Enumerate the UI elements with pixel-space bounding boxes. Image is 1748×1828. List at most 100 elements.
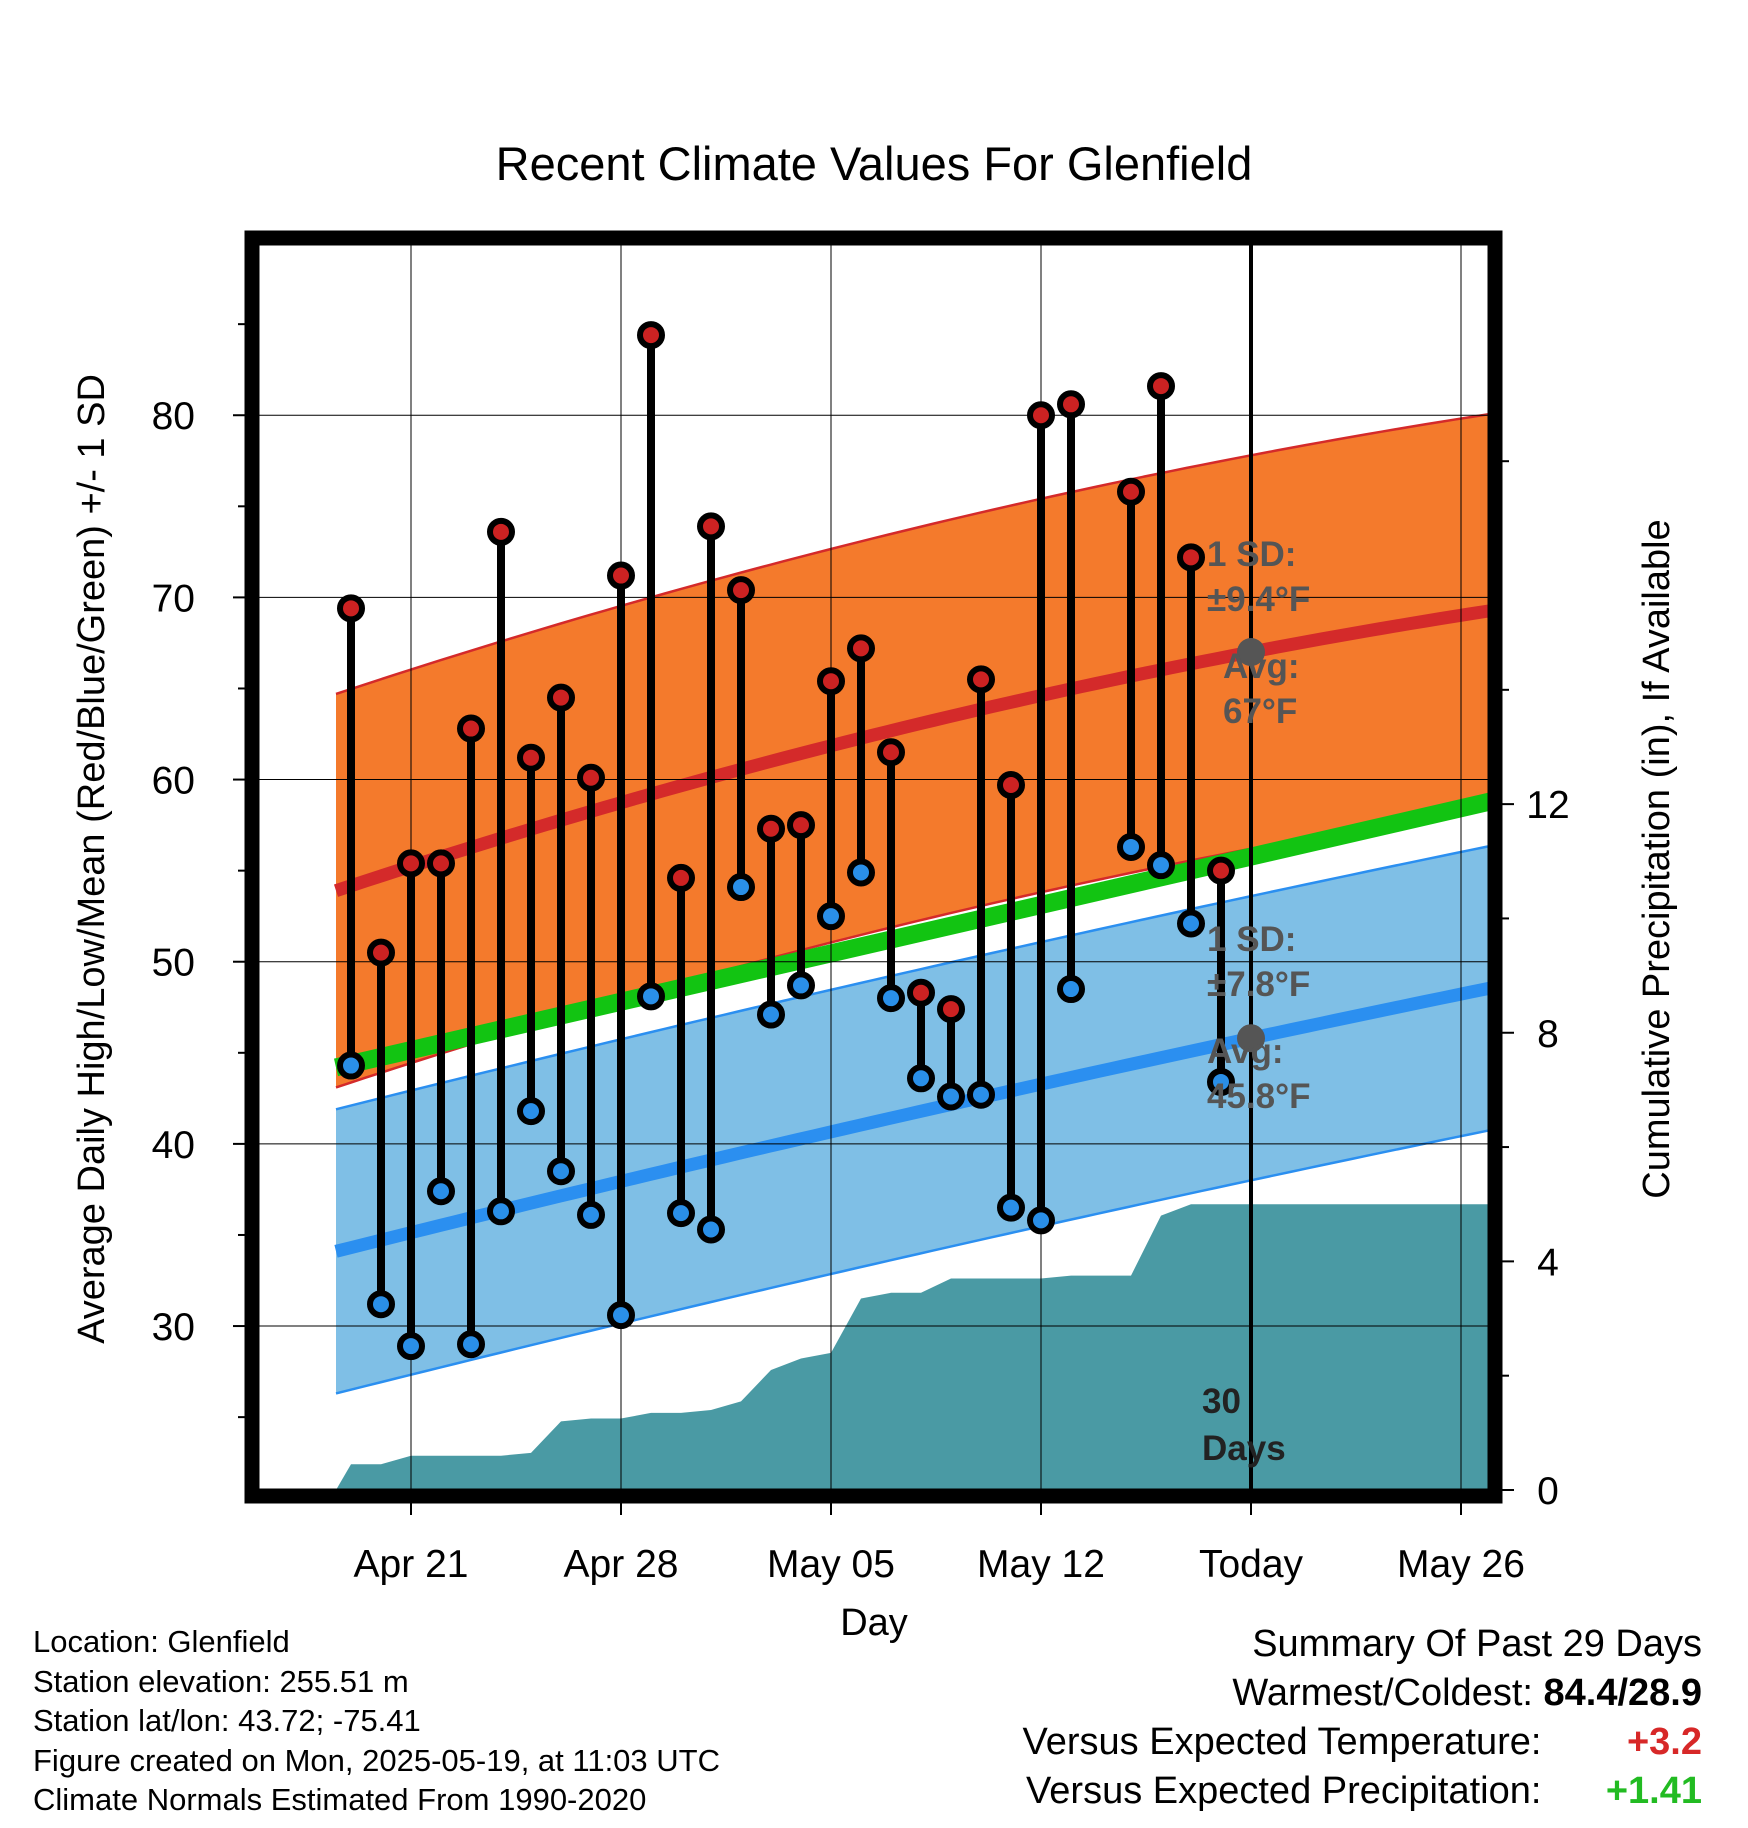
info-location: Location: Glenfield xyxy=(33,1624,290,1659)
daily-low-point xyxy=(517,1097,545,1126)
low-sd-value: ±7.8°F xyxy=(1207,965,1310,1004)
daily-low-point xyxy=(1147,851,1175,880)
normal-high-band-upper xyxy=(335,412,1489,696)
daily-low-point xyxy=(817,902,845,931)
daily-high-point xyxy=(907,978,935,1007)
daily-high-point xyxy=(337,594,365,623)
low-sd-label: 1 SD: xyxy=(1207,920,1296,959)
daily-low-point xyxy=(337,1051,365,1080)
today-high-normal-point xyxy=(1237,638,1265,667)
info-elevation: Station elevation: 255.51 m xyxy=(33,1663,409,1699)
daily-high-point xyxy=(937,995,965,1024)
daily-high-point xyxy=(967,665,995,694)
daily-high-point xyxy=(727,576,755,605)
info-normals: Climate Normals Estimated From 1990-2020 xyxy=(33,1782,647,1817)
daily-low-point xyxy=(1117,832,1145,861)
daily-low-point xyxy=(937,1082,965,1111)
warm-cold-label: Warmest/Coldest: xyxy=(1232,1672,1533,1714)
today-days-word: Days xyxy=(1202,1429,1286,1468)
daily-low-point xyxy=(547,1157,575,1186)
x-tick-label: May 26 xyxy=(1397,1543,1525,1586)
daily-high-point xyxy=(877,738,905,767)
y2-axis-label: Cumulative Precipitation (in), If Availa… xyxy=(1636,519,1678,1198)
chart-title: Recent Climate Values For Glenfield xyxy=(496,137,1253,190)
daily-high-point xyxy=(817,667,845,696)
daily-high-point xyxy=(997,771,1025,800)
normal-low-line xyxy=(334,981,1489,1258)
daily-low-point xyxy=(847,858,875,887)
high-sd-value: ±9.4°F xyxy=(1207,580,1310,619)
daily-high-point xyxy=(517,743,545,772)
daily-high-point xyxy=(1147,372,1175,401)
high-avg-label: Avg: xyxy=(1223,647,1299,686)
high-avg-value: 67°F xyxy=(1223,692,1297,731)
x-axis-label: Day xyxy=(840,1602,908,1644)
warm-cold-value: 84.4/28.9 xyxy=(1543,1672,1702,1714)
daily-low-point xyxy=(427,1177,455,1206)
daily-high-point xyxy=(397,849,425,878)
plot-frame xyxy=(244,230,1503,1504)
y-tick-label: 30 xyxy=(152,1306,195,1349)
y-tick-label: 70 xyxy=(152,577,195,620)
y-tick-label: 40 xyxy=(152,1124,195,1167)
x-tick-label: May 05 xyxy=(767,1543,895,1586)
daily-high-point xyxy=(847,634,875,663)
info-created: Figure created on Mon, 2025-05-19, at 11… xyxy=(33,1742,720,1778)
today-days-number: 30 xyxy=(1202,1382,1241,1421)
low-avg-label: Avg: xyxy=(1207,1032,1283,1071)
station-info: Location: Glenfield Station elevation: 2… xyxy=(33,1622,720,1820)
daily-low-point xyxy=(577,1200,605,1229)
plot-area: 1 SD: ±9.4°F Avg: 67°F 1 SD: ±7.8°F Avg: 45.8°F… xyxy=(152,230,1570,1586)
daily-high-point xyxy=(667,863,695,892)
precipitation-area xyxy=(336,1204,1489,1490)
x-tick-label: Apr 21 xyxy=(354,1543,469,1586)
summary-precip: Versus Expected Precipitation: +1.41 xyxy=(1023,1767,1702,1816)
daily-low-point xyxy=(367,1290,395,1319)
x-tick-label: Apr 28 xyxy=(564,1543,679,1586)
daily-high-point xyxy=(1027,401,1055,430)
daily-high-point xyxy=(1177,543,1205,572)
temp-label: Versus Expected Temperature: xyxy=(1022,1721,1542,1763)
daily-low-point xyxy=(1027,1206,1055,1235)
low-avg-value: 45.8°F xyxy=(1207,1077,1311,1116)
y-axis-label: Average Daily High/Low/Mean (Red/Blue/Gr… xyxy=(71,374,113,1344)
daily-low-point xyxy=(1057,975,1085,1004)
daily-high-point xyxy=(787,811,815,840)
daily-high-point xyxy=(457,714,485,743)
daily-high-point xyxy=(1117,477,1145,506)
y2-tick-label: 8 xyxy=(1537,1013,1559,1056)
y-tick-label: 50 xyxy=(152,942,195,985)
daily-low-point xyxy=(997,1193,1025,1222)
today-low-normal-point xyxy=(1237,1024,1265,1053)
info-latlon: Station lat/lon: 43.72; -75.41 xyxy=(33,1703,421,1738)
precip-value: +1.41 xyxy=(1605,1770,1702,1812)
plot-contents: 1 SD: ±9.4°F Avg: 67°F 1 SD: ±7.8°F Avg: 45.8°F… xyxy=(258,244,1489,1490)
y2-tick-label: 4 xyxy=(1537,1241,1559,1284)
daily-low-point xyxy=(697,1215,725,1244)
daily-low-point xyxy=(787,971,815,1000)
daily-low-point xyxy=(487,1197,515,1226)
high-sd-label: 1 SD: xyxy=(1207,535,1296,574)
daily-low-point xyxy=(727,873,755,902)
daily-low-point xyxy=(757,1000,785,1029)
daily-high-point xyxy=(697,512,725,541)
y2-tick-label: 0 xyxy=(1537,1470,1559,1513)
temp-value: +3.2 xyxy=(1626,1721,1702,1763)
daily-low-point xyxy=(637,982,665,1011)
daily-high-point xyxy=(427,849,455,878)
daily-low-point xyxy=(667,1199,695,1228)
daily-low-point xyxy=(1177,909,1205,938)
y-tick-label: 80 xyxy=(152,395,195,438)
daily-high-point xyxy=(367,938,395,967)
summary-warm-cold: Warmest/Coldest: 84.4/28.9 xyxy=(1023,1669,1702,1718)
summary-title: Summary Of Past 29 Days xyxy=(1252,1623,1702,1665)
x-tick-label: Today xyxy=(1199,1543,1304,1586)
daily-low-point xyxy=(877,984,905,1013)
daily-low-point xyxy=(607,1301,635,1330)
summary-temp: Versus Expected Temperature: +3.2 xyxy=(1023,1718,1702,1767)
daily-low-point xyxy=(907,1064,935,1093)
precip-label: Versus Expected Precipitation: xyxy=(1026,1770,1542,1812)
daily-high-point xyxy=(577,763,605,792)
daily-low-point xyxy=(967,1080,995,1109)
